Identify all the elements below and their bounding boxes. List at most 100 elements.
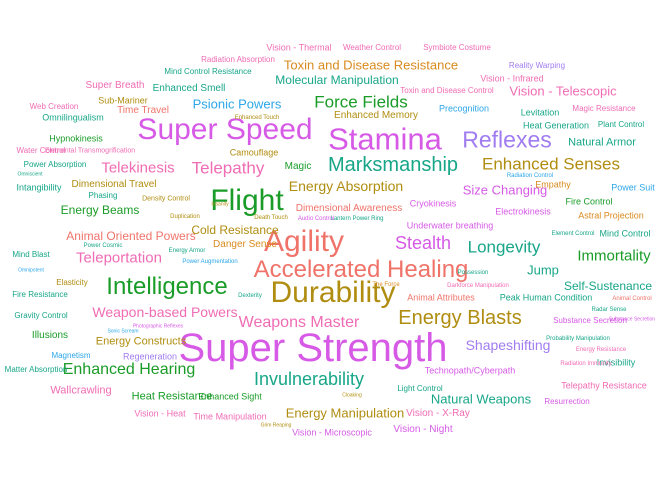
cloud-word: Camouflage — [229, 147, 279, 158]
cloud-word: Energy Constructs — [95, 335, 187, 348]
cloud-word: Insanity — [211, 201, 229, 208]
cloud-word: Phasing — [88, 191, 118, 200]
cloud-word: Wallcrawling — [50, 384, 112, 397]
cloud-word: Illusions — [31, 330, 69, 341]
cloud-word: Danger Sense — [213, 239, 277, 250]
cloud-word: Super Speed — [137, 113, 313, 146]
cloud-word: Symbiote Costume — [423, 43, 491, 52]
cloud-word: Substance Secretion — [608, 316, 656, 323]
cloud-word: Telekinesis — [101, 159, 175, 177]
cloud-word: Telepathy Resistance — [561, 380, 647, 391]
cloud-word: Electrokinesis — [495, 206, 551, 217]
cloud-word: Heat Resistance — [131, 390, 213, 403]
cloud-word: Vision - Telescopic — [509, 83, 617, 99]
cloud-word: Density Control — [142, 195, 190, 203]
cloud-word: Astral Projection — [578, 210, 644, 221]
cloud-word: Mind Control Resistance — [164, 67, 252, 76]
cloud-word: Omnilingualism — [42, 112, 104, 123]
cloud-word: Radiation Absorption — [201, 55, 275, 64]
cloud-word: Omnipotent — [18, 267, 44, 274]
cloud-word: Invulnerability — [253, 369, 365, 389]
cloud-word: Duplication — [170, 214, 200, 220]
cloud-word: Probability Manipulation — [546, 336, 610, 342]
cloud-word: Invisibility — [596, 357, 636, 368]
cloud-word: Underwater breathing — [406, 220, 494, 231]
cloud-word: Radiation Control — [506, 173, 554, 179]
cloud-word: Cold Resistance — [191, 223, 279, 237]
cloud-word: Mind Control — [599, 228, 651, 239]
cloud-word: Radar Sense — [591, 307, 627, 313]
cloud-word: Enhanced Smell — [152, 83, 226, 94]
cloud-word: Immortality — [577, 247, 651, 265]
cloud-word: Weather Control — [342, 43, 402, 52]
cloud-word: Technopath/Cyberpath — [424, 365, 516, 376]
cloud-word: The Force — [372, 282, 400, 288]
cloud-word: Sub-Mariner — [98, 95, 148, 106]
cloud-word: Self-Sustenance — [563, 279, 653, 293]
cloud-word: Vision - Microscopic — [292, 427, 372, 438]
cloud-word: Resurrection — [544, 397, 590, 406]
cloud-word: Magic — [284, 161, 312, 172]
cloud-word: Gravity Control — [14, 311, 68, 320]
cloud-word: Animal Attributes — [407, 292, 475, 303]
cloud-word: Molecular Manipulation — [275, 73, 399, 87]
cloud-word: Power Cosmic — [83, 243, 123, 249]
cloud-word: Hypnokinesis — [49, 133, 103, 144]
cloud-word: Time Travel — [117, 105, 169, 116]
cloud-word: Levitation — [520, 107, 560, 118]
cloud-word: Plant Control — [597, 120, 645, 129]
cloud-word: Darkforce Manipulation — [447, 283, 509, 289]
cloud-word: Lantern Power Ring — [330, 216, 384, 222]
cloud-word: Enhanced Sight — [198, 391, 262, 402]
cloud-word: Intangibility — [16, 182, 62, 193]
cloud-word: Longevity — [467, 237, 541, 257]
cloud-word: Radiation Immunity — [560, 361, 612, 367]
cloud-word: Marksmanship — [327, 154, 459, 176]
cloud-word: Water Control — [16, 146, 66, 155]
cloud-word: Vision - Heat — [134, 408, 186, 419]
cloud-word: Magic Resistance — [572, 104, 636, 113]
cloud-word: Weapons Master — [238, 314, 360, 331]
cloud-word: Enhanced Hearing — [62, 361, 196, 378]
cloud-word: Intelligence — [106, 273, 228, 300]
cloud-word: Vision - X-Ray — [406, 408, 470, 419]
cloud-word: Light Control — [397, 384, 443, 393]
cloud-word: Web Creation — [29, 102, 79, 111]
cloud-word: Flight — [210, 184, 284, 217]
cloud-word: Precognition — [438, 103, 490, 114]
cloud-word: Shapeshifting — [465, 337, 551, 353]
cloud-word: Teleportation — [76, 249, 162, 267]
cloud-word: Sonic Scream — [107, 328, 139, 335]
cloud-word: Enhanced Senses — [482, 154, 620, 174]
cloud-word: Super Breath — [85, 80, 145, 91]
cloud-word: Natural Armor — [568, 136, 636, 149]
cloud-word: Grim Reaping — [260, 422, 292, 429]
cloud-word: Empathy — [535, 179, 571, 190]
cloud-word: Photographic Reflexes — [132, 323, 184, 330]
cloud-word: Natural Weapons — [430, 391, 532, 407]
cloud-word: Stamina — [328, 121, 442, 157]
cloud-word: Time Manipulation — [193, 411, 267, 422]
cloud-word: Elasticity — [56, 278, 88, 287]
cloud-word: Power Augmentation — [182, 259, 238, 265]
cloud-word: Heat Generation — [522, 120, 590, 131]
cloud-word: Power Suit — [611, 182, 655, 193]
cloud-word: Animal Control — [612, 296, 652, 302]
cloud-word: Matter Absorption — [4, 365, 68, 374]
cloud-word: Reality Warping — [508, 61, 566, 70]
cloud-word: Energy Absorption — [288, 178, 404, 194]
cloud-word: Durability — [270, 276, 396, 309]
cloud-word: Vision - Night — [393, 424, 453, 435]
cloud-word: Toxin and Disease Resistance — [283, 57, 459, 73]
cloud-word: Reflexes — [462, 126, 552, 153]
cloud-word: Regeneration — [122, 351, 178, 362]
cloud-word: Fire Control — [565, 196, 613, 207]
cloud-word: Element Control — [551, 231, 595, 237]
cloud-word: Force Fields — [314, 92, 408, 112]
cloud-word: Enhanced Memory — [334, 110, 418, 121]
cloud-word: Energy Beams — [60, 203, 140, 217]
cloud-word: Size Changing — [462, 182, 548, 198]
cloud-word: Magnetism — [51, 351, 91, 360]
cloud-word: Omniscient — [17, 171, 43, 178]
